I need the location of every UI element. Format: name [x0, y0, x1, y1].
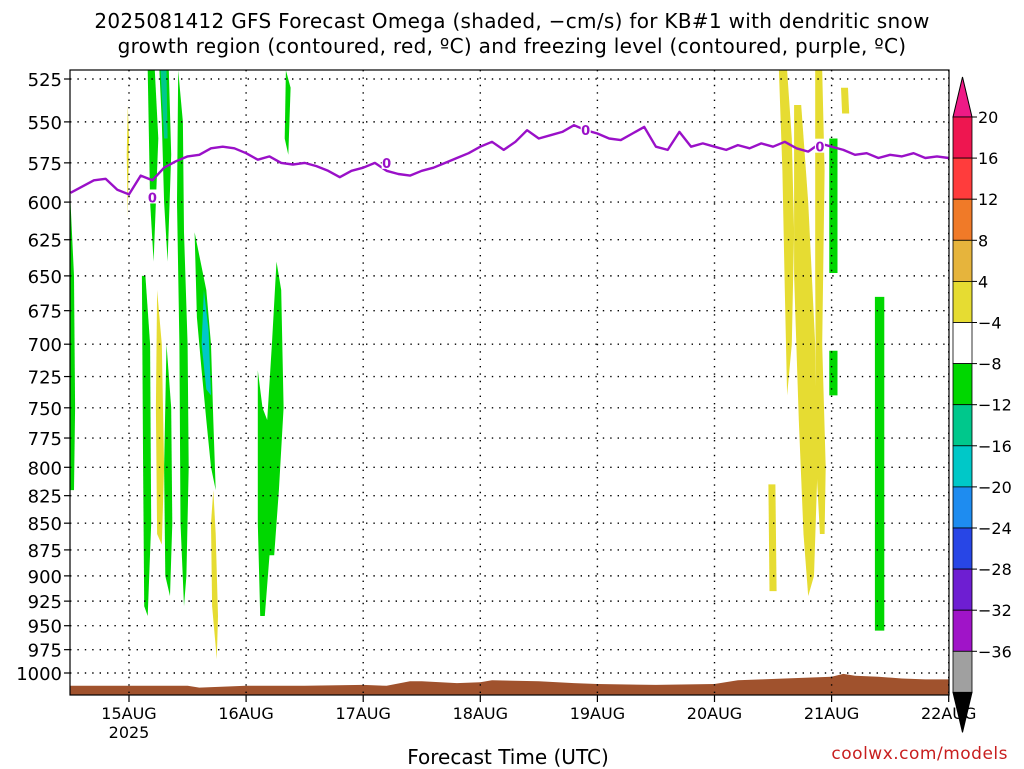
colorbar-label: −4	[978, 314, 1002, 333]
colorbar-swatch	[952, 568, 973, 611]
colorbar-swatch	[952, 363, 973, 406]
colorbar-swatch	[952, 198, 973, 241]
y-tick-label: 625	[28, 231, 62, 252]
plot-frame	[69, 69, 950, 696]
colorbar-swatch	[952, 609, 973, 652]
freezing-level-label: 0	[382, 157, 391, 172]
colorbar-bottom-triangle	[952, 691, 973, 733]
colorbar-label: 4	[978, 272, 988, 291]
omega-shaded-region	[778, 70, 795, 396]
y-tick-label: 550	[28, 113, 62, 134]
omega-shaded-region	[164, 344, 173, 597]
omega-shaded-region	[155, 290, 165, 545]
y-tick-label: 750	[28, 399, 62, 420]
colorbar-label: −24	[978, 519, 1012, 538]
x-tick-label: 20AUG	[687, 704, 742, 723]
freezing-level-label: 0	[581, 124, 590, 139]
omega-shaded-region	[147, 70, 159, 262]
colorbar-swatch	[952, 486, 973, 529]
y-tick-label: 650	[28, 267, 62, 288]
y-tick-label: 950	[28, 617, 62, 638]
chart-title-line-2: growth region (contoured, red, ºC) and f…	[117, 34, 907, 58]
y-tick-label: 900	[28, 567, 62, 588]
omega-shaded-region	[141, 275, 152, 616]
freezing-level-line	[70, 123, 949, 196]
omega-shaded-region	[829, 350, 838, 396]
omega-shaded-region	[211, 490, 218, 660]
omega-shaded-region	[794, 105, 818, 597]
colorbar-label: −28	[978, 560, 1012, 579]
colorbar-swatch	[952, 116, 973, 159]
colorbar-swatch	[952, 404, 973, 447]
x-tick-year-label: 2025	[109, 723, 150, 742]
colorbar-swatch	[952, 157, 973, 200]
x-tick-label: 18AUG	[453, 704, 508, 723]
y-tick-label: 825	[28, 487, 62, 508]
terrain-fill	[70, 673, 949, 695]
colorbar-label: −8	[978, 355, 1002, 374]
colorbar-label: 20	[978, 108, 998, 127]
colorbar-label: 12	[978, 190, 998, 209]
colorbar-label: −36	[978, 642, 1012, 661]
y-tick-label: 525	[28, 70, 62, 91]
colorbar-label: 8	[978, 231, 988, 250]
omega-shaded-region	[829, 138, 838, 273]
x-axis-label: Forecast Time (UTC)	[407, 745, 609, 769]
colorbar-label: −16	[978, 437, 1012, 456]
colorbar-label: −20	[978, 478, 1012, 497]
x-tick-label: 15AUG	[101, 704, 156, 723]
freezing-label-bg	[381, 154, 392, 169]
colorbar-label: 16	[978, 149, 998, 168]
colorbar-swatch	[952, 527, 973, 570]
omega-shaded-region	[201, 290, 211, 396]
y-tick-label: 1000	[16, 664, 62, 685]
omega-shaded-region	[70, 202, 76, 491]
x-tick-label: 21AUG	[804, 704, 859, 723]
colorbar-swatch	[952, 650, 973, 693]
y-tick-label: 600	[28, 193, 62, 214]
y-tick-label: 725	[28, 368, 62, 389]
y-tick-label: 975	[28, 641, 62, 662]
x-tick-label: 19AUG	[570, 704, 625, 723]
site-credit: coolwx.com/models	[831, 744, 1008, 764]
y-tick-label: 675	[28, 302, 62, 323]
freezing-level-label: 0	[815, 141, 824, 156]
y-tick-label: 575	[28, 154, 62, 175]
y-tick-label: 850	[28, 514, 62, 535]
x-tick-label: 17AUG	[335, 704, 390, 723]
omega-shaded-region	[874, 296, 885, 631]
y-tick-label: 700	[28, 335, 62, 356]
colorbar-top-triangle	[952, 76, 973, 118]
x-tick-label: 16AUG	[218, 704, 273, 723]
colorbar-swatch	[952, 322, 973, 364]
colorbar-swatch	[952, 239, 973, 282]
chart-title-line-1: 2025081412 GFS Forecast Omega (shaded, −…	[94, 9, 930, 33]
omega-shaded-region	[126, 105, 129, 218]
y-tick-label: 775	[28, 429, 62, 450]
omega-shaded-region	[815, 70, 826, 534]
freezing-label-bg	[580, 122, 591, 137]
freezing-level-label: 0	[148, 191, 157, 206]
freezing-label-bg	[814, 138, 825, 153]
freezing-label-bg	[147, 189, 158, 204]
y-tick-label: 875	[28, 541, 62, 562]
y-tick-label: 925	[28, 592, 62, 613]
colorbar-label: −32	[978, 601, 1012, 620]
y-tick-label: 800	[28, 458, 62, 479]
omega-shaded-region	[177, 70, 189, 607]
omega-shaded-region	[257, 261, 284, 616]
omega-shaded-region	[768, 484, 777, 592]
omega-shaded-region	[841, 87, 850, 114]
omega-shaded-region	[284, 70, 291, 155]
colorbar-label: −12	[978, 396, 1012, 415]
colorbar-swatch	[952, 280, 973, 323]
colorbar-swatch	[952, 445, 973, 488]
omega-shaded-region	[160, 70, 168, 139]
